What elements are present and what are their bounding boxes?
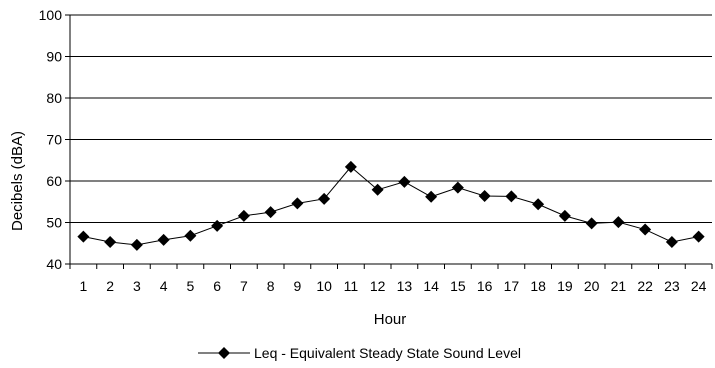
x-tick-label-16: 16 — [477, 278, 493, 294]
y-tick-label-80: 80 — [46, 90, 62, 106]
x-tick-label-8: 8 — [267, 278, 275, 294]
x-tick-label-4: 4 — [160, 278, 168, 294]
y-axis-title: Decibels (dBA) — [9, 131, 26, 231]
x-tick-label-9: 9 — [293, 278, 301, 294]
grid-lines — [65, 14, 712, 265]
data-point-hour-13 — [398, 175, 411, 188]
data-point-hour-11 — [344, 160, 357, 173]
x-tick-label-23: 23 — [664, 278, 680, 294]
y-tick-label-70: 70 — [46, 132, 62, 148]
data-point-hour-16 — [478, 189, 491, 202]
y-tick-label-50: 50 — [46, 215, 62, 231]
x-tick-label-24: 24 — [691, 278, 707, 294]
x-tick-label-11: 11 — [344, 278, 359, 294]
x-tick-label-15: 15 — [450, 278, 466, 294]
data-point-hour-6 — [211, 219, 224, 232]
x-tick-label-10: 10 — [316, 278, 332, 294]
data-point-hour-24 — [692, 230, 705, 243]
x-tick-label-6: 6 — [213, 278, 221, 294]
x-tick-label-12: 12 — [370, 278, 386, 294]
x-tick-label-17: 17 — [504, 278, 520, 294]
data-point-hour-1 — [77, 230, 90, 243]
axes — [69, 15, 713, 269]
legend: Leq - Equivalent Steady State Sound Leve… — [198, 345, 521, 361]
data-point-hour-23 — [665, 236, 678, 249]
legend-label: Leq - Equivalent Steady State Sound Leve… — [254, 345, 521, 361]
y-tick-label-90: 90 — [46, 49, 62, 65]
data-point-hour-18 — [532, 198, 545, 211]
data-point-hour-7 — [237, 209, 250, 222]
x-tick-label-13: 13 — [397, 278, 413, 294]
series-line-0 — [83, 166, 699, 246]
x-tick-label-20: 20 — [584, 278, 600, 294]
data-point-hour-9 — [291, 197, 304, 210]
data-point-hour-20 — [585, 217, 598, 230]
series-group — [77, 160, 705, 251]
y-tick-label-60: 60 — [46, 173, 62, 189]
x-tick-label-7: 7 — [240, 278, 248, 294]
x-tick-label-14: 14 — [423, 278, 439, 294]
x-tick-label-18: 18 — [530, 278, 546, 294]
x-tick-label-2: 2 — [106, 278, 114, 294]
x-tick-label-5: 5 — [186, 278, 194, 294]
x-tick-label-1: 1 — [79, 278, 87, 294]
data-point-hour-21 — [612, 216, 625, 229]
x-axis-title: Hour — [374, 311, 407, 328]
x-axis-tick-labels: 1 2 3 4 5 6 7 8 9 10 11 12 13 14 15 16 17 18 19 20 21 22 23 24 — [79, 278, 706, 294]
y-axis-tick-labels: 40 50 60 70 80 90 100 — [39, 7, 63, 272]
data-point-hour-15 — [451, 181, 464, 194]
data-point-hour-22 — [639, 223, 652, 236]
x-tick-label-21: 21 — [611, 278, 627, 294]
data-point-hour-5 — [184, 229, 197, 242]
data-point-hour-10 — [318, 192, 331, 205]
x-tick-label-22: 22 — [637, 278, 653, 294]
data-point-hour-12 — [371, 183, 384, 196]
data-point-hour-4 — [157, 233, 170, 246]
data-point-hour-3 — [130, 238, 143, 251]
y-tick-label-40: 40 — [46, 256, 62, 272]
x-tick-label-3: 3 — [133, 278, 141, 294]
legend-diamond-marker — [218, 347, 230, 359]
data-point-hour-2 — [104, 236, 117, 249]
data-point-hour-14 — [425, 190, 438, 203]
y-tick-label-100: 100 — [39, 7, 63, 23]
data-point-hour-8 — [264, 206, 277, 219]
x-tick-label-19: 19 — [557, 278, 573, 294]
data-point-hour-19 — [558, 209, 571, 222]
data-point-hour-17 — [505, 190, 518, 203]
